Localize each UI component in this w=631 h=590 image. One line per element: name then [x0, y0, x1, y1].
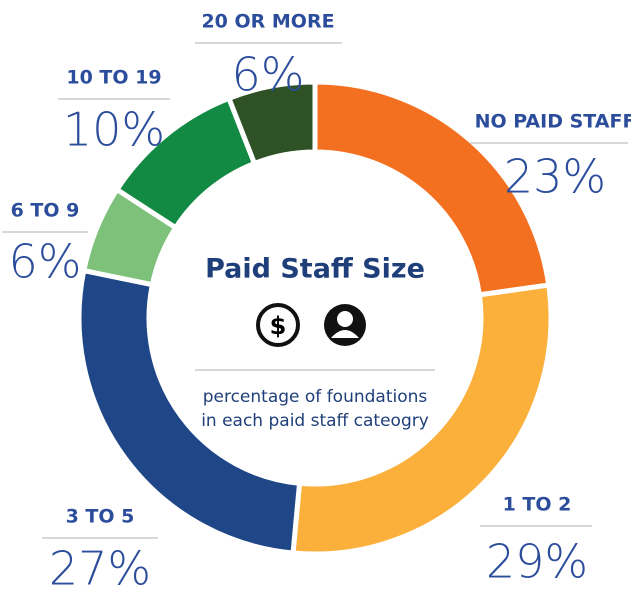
value-label: 27%: [49, 542, 151, 590]
category-label: 3 TO 5: [66, 506, 135, 528]
person-icon: [324, 304, 366, 346]
chart-subtitle: percentage of foundations in each paid s…: [201, 387, 429, 431]
category-label: 1 TO 2: [503, 494, 572, 516]
category-label: NO PAID STAFF: [475, 111, 631, 133]
svg-text:$: $: [270, 312, 287, 340]
category-label: 10 TO 19: [66, 67, 161, 89]
value-label: 6%: [9, 235, 82, 289]
donut-slice: [76, 267, 303, 556]
chart-title: Paid Staff Size: [205, 254, 425, 285]
value-label: 29%: [486, 535, 588, 589]
category-label: 20 OR MORE: [201, 11, 334, 33]
category-label: 6 TO 9: [11, 200, 80, 222]
donut-slice: [290, 282, 554, 557]
value-label: 10%: [63, 103, 165, 157]
donut-slice: [225, 79, 318, 167]
value-label: 23%: [504, 150, 606, 204]
value-label: 6%: [232, 48, 305, 102]
dollar-icon: $: [256, 303, 300, 347]
